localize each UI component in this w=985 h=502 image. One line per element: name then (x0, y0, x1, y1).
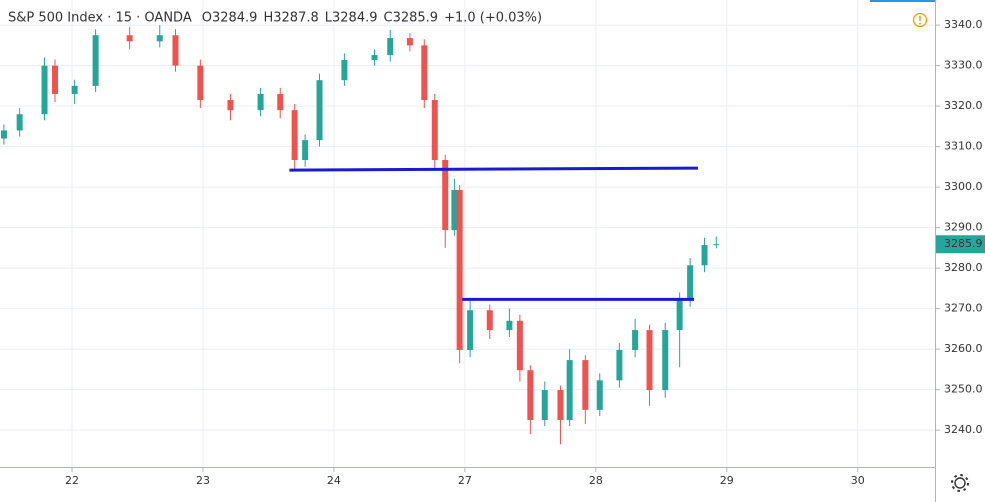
y-tick-label: 3330.0 (944, 59, 983, 72)
candle-body (172, 35, 179, 66)
candle-body (387, 38, 394, 56)
candle-body (197, 65, 204, 101)
candle-body (582, 360, 589, 410)
y-tick-label: 3270.0 (944, 302, 983, 315)
y-tick-label: 3320.0 (944, 99, 983, 112)
candle-body (406, 38, 413, 46)
plot (0, 25, 720, 445)
ohlc-value: 3285.9 (393, 11, 439, 26)
candle-body (16, 114, 23, 131)
candle-body (616, 349, 623, 381)
candle-body (316, 80, 323, 141)
candle-body (421, 45, 428, 101)
last-price-label: 3285.9 (944, 237, 983, 250)
grid (0, 0, 935, 467)
candle-body (257, 93, 264, 111)
x-tick-label: 28 (589, 474, 603, 487)
x-tick-label: 29 (720, 474, 734, 487)
candle-body (227, 100, 234, 111)
candle-body (662, 330, 669, 391)
settings-icon[interactable] (951, 474, 969, 492)
y-tick-label: 3280.0 (944, 261, 983, 274)
x-tick-label: 27 (458, 474, 472, 487)
candle-body (713, 244, 720, 246)
y-tick-label: 3300.0 (944, 180, 983, 193)
candle-body (442, 159, 449, 231)
ohlc-key: L (325, 11, 333, 26)
candle-body (302, 140, 309, 160)
x-tick-label: 30 (851, 474, 865, 487)
ohlc-value: 3284.9 (212, 11, 258, 26)
y-tick-label: 3240.0 (944, 423, 983, 436)
candle-body (467, 310, 474, 350)
candle-body (341, 59, 348, 81)
candle-body (557, 390, 564, 421)
candle-body (451, 189, 458, 231)
x-tick-label: 22 (65, 474, 79, 487)
change: +1.0 (+0.03%) (444, 11, 542, 26)
alert-icon[interactable] (912, 12, 928, 28)
ohlc-value: 3287.8 (273, 11, 319, 26)
candle-body (676, 300, 683, 331)
y-tick-label: 3250.0 (944, 383, 983, 396)
candle-body (632, 330, 639, 350)
last-price-box (936, 235, 985, 254)
symbol: S&P 500 Index · 15 · OANDA (8, 11, 192, 26)
y-tick-label: 3310.0 (944, 140, 983, 153)
legend-header: S&P 500 Index · 15 · OANDA (8, 11, 192, 26)
candle-body (52, 65, 58, 94)
top-bar (870, 0, 935, 2)
candle-body (527, 370, 534, 421)
x-tick-label: 23 (196, 474, 210, 487)
candle-body (486, 310, 493, 331)
level-line (289, 166, 698, 172)
candle-body (156, 35, 163, 42)
candle-body (41, 65, 48, 115)
candle-body (277, 93, 284, 111)
candle-body (701, 245, 708, 266)
candle-body (506, 320, 513, 331)
candle-body (566, 360, 573, 421)
candle-body (0, 130, 7, 139)
candle-body (516, 320, 523, 371)
candle-body (92, 35, 99, 86)
candle-body (71, 85, 78, 94)
ohlc-key: C (384, 11, 393, 26)
candle-body (291, 110, 298, 160)
candle-body (371, 55, 378, 60)
ohlc-key: O (202, 11, 212, 26)
ohlc-value: 3284.9 (332, 11, 378, 26)
candle-body (541, 390, 548, 421)
candle-body (596, 380, 603, 410)
ohlc-key: H (263, 11, 273, 26)
candle-body (126, 35, 133, 42)
y-tick-label: 3290.0 (944, 221, 983, 234)
candle-body (431, 100, 438, 160)
candle-body (646, 330, 653, 391)
x-tick-label: 24 (327, 474, 341, 487)
y-tick-label: 3260.0 (944, 342, 983, 355)
candle-body (687, 265, 694, 301)
y-tick-label: 3340.0 (944, 18, 983, 31)
candle-body (456, 189, 463, 350)
